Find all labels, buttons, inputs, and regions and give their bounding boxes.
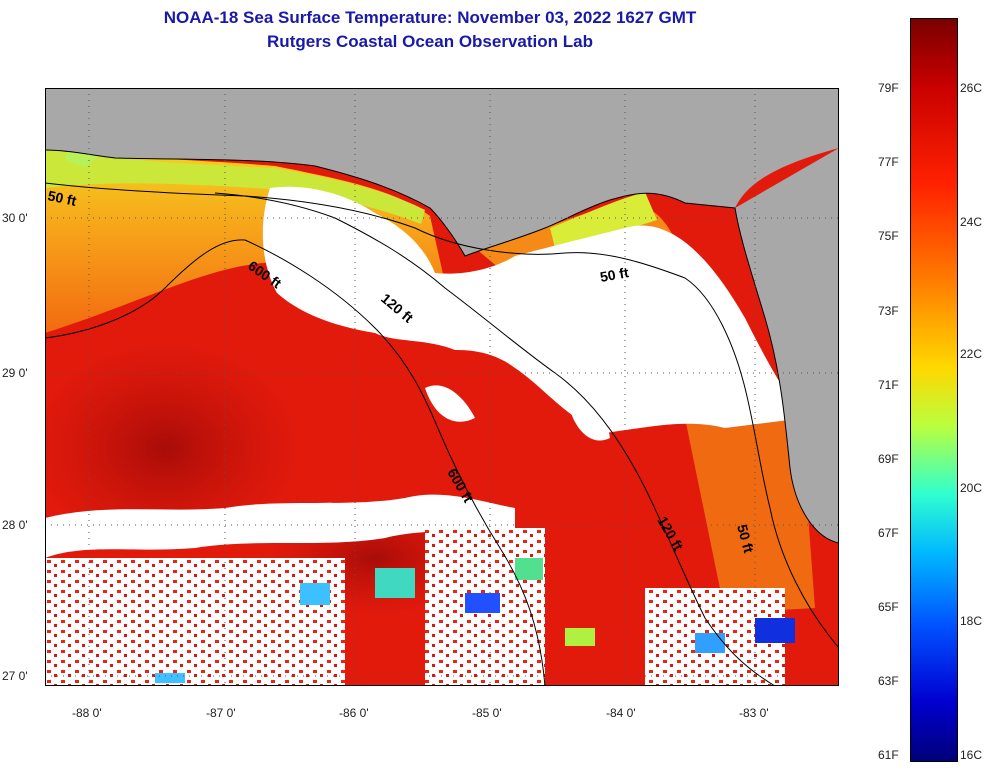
contour-label: 50 ft (599, 264, 630, 285)
colorbar-label-f: 69F (878, 452, 899, 466)
lat-tick: 28 0' (2, 518, 28, 532)
map-frame (45, 88, 839, 686)
cloud-cover (565, 387, 610, 441)
lon-tick: -85 0' (472, 706, 502, 720)
cloud-cover (262, 186, 805, 433)
colorbar-label-c: 20C (960, 481, 983, 495)
contour-line (214, 192, 776, 686)
contour-label: 50 ft (734, 523, 757, 555)
contour-line (45, 239, 546, 686)
colorbar-label-c: 16C (960, 748, 983, 762)
deep-warm-region (45, 338, 305, 558)
lat-tick: 27 0' (2, 669, 28, 683)
colorbar-label-f: 77F (878, 155, 899, 169)
colorbar-label-f: 71F (878, 378, 899, 392)
lon-tick: -84 0' (606, 706, 636, 720)
lon-tick: -83 0' (739, 706, 769, 720)
map-subtitle: Rutgers Coastal Ocean Observation Lab (267, 32, 593, 51)
colorbar-label-f: 65F (878, 600, 899, 614)
colorbar-label-c: 24C (960, 215, 983, 229)
lat-tick: 30 0' (2, 211, 28, 225)
colorbar-label-f: 75F (878, 229, 899, 243)
colorbar-label-c: 22C (960, 347, 983, 361)
lat-tick: 29 0' (2, 366, 28, 380)
colorbar-label-f: 79F (878, 81, 899, 95)
land-north (45, 88, 839, 256)
sst-map: 50 ft 600 ft 120 ft 50 ft 600 ft 120 ft … (45, 88, 839, 686)
colorbar-label-f: 73F (878, 304, 899, 318)
cloud-cover (45, 494, 515, 558)
cool-patches (155, 558, 795, 683)
lon-tick: -86 0' (339, 706, 369, 720)
lon-tick: -88 0' (72, 706, 102, 720)
cloud-speckle (45, 558, 345, 686)
temperature-colorbar (910, 18, 958, 762)
colorbar-label-f: 63F (878, 674, 899, 688)
cool-nearshore (45, 148, 425, 224)
colorbar-label-f: 61F (878, 748, 899, 762)
colorbar-label-c: 18C (960, 614, 983, 628)
contour-label: 50 ft (46, 187, 78, 209)
cloud-cover (400, 287, 465, 325)
colorbar-label-f: 67F (878, 526, 899, 540)
colorbar-label-c: 26C (960, 81, 983, 95)
map-title: NOAA-18 Sea Surface Temperature: Novembe… (163, 8, 697, 27)
cool-nearshore (550, 192, 657, 248)
lon-tick: -87 0' (206, 706, 236, 720)
cloud-cover (425, 385, 475, 422)
land-florida (735, 148, 839, 543)
coastline (45, 149, 839, 544)
shelf-warm-band (685, 408, 815, 613)
